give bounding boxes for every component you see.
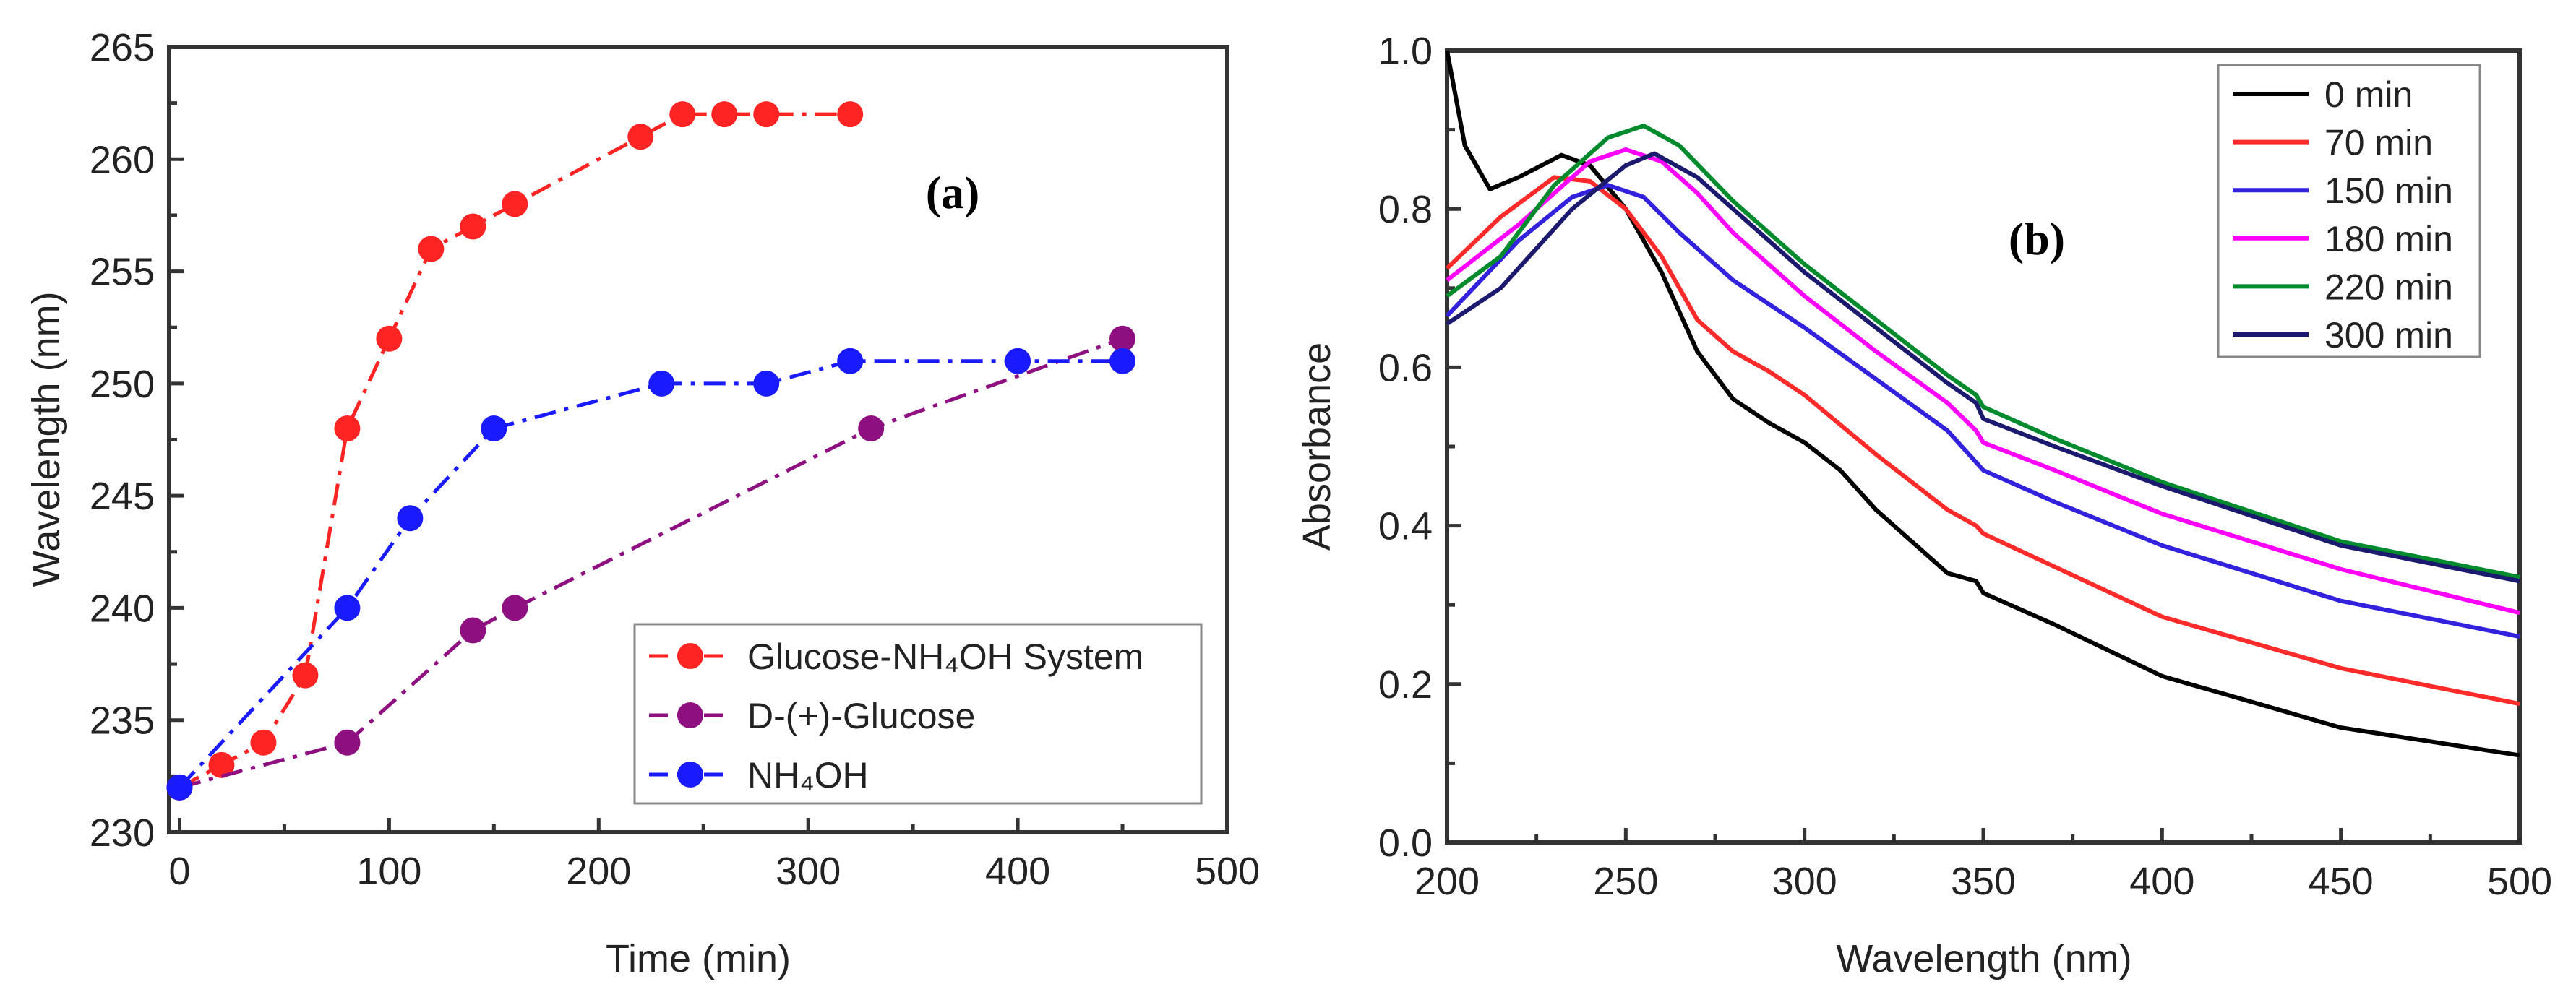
legend-label-2: NH₄OH xyxy=(747,755,869,795)
data-point xyxy=(460,213,486,240)
y-tick-label: 0.8 xyxy=(1378,188,1433,231)
y-tick-label: 0.0 xyxy=(1378,821,1433,865)
series-line-5 xyxy=(1446,151,2520,584)
data-point xyxy=(858,415,885,441)
x-tick-label: 400 xyxy=(985,850,1050,893)
legend-label-1: D-(+)-Glucose xyxy=(747,696,975,736)
panel-label-b: (b) xyxy=(2009,213,2065,264)
data-point xyxy=(1109,325,1136,352)
y-axis-title-b: Absorbance xyxy=(1295,342,1339,551)
data-point xyxy=(753,370,780,397)
series-line-4 xyxy=(1446,124,2520,579)
legend-label-1: 70 min xyxy=(2324,123,2433,163)
x-tick-label: 300 xyxy=(776,850,841,893)
data-point xyxy=(376,325,403,352)
legend-marker-0 xyxy=(677,643,703,669)
y-tick-label: 240 xyxy=(90,587,155,630)
y-tick-label: 230 xyxy=(90,811,155,855)
legend-label-5: 300 min xyxy=(2324,315,2453,355)
y-tick-label: 0.2 xyxy=(1378,663,1433,707)
x-tick-label: 200 xyxy=(1414,860,1480,903)
chart-b-absorbance-spectra: (b) Wavelength (nm) Absorbance 200 250 300… xyxy=(1295,30,2552,980)
legend-marker-1 xyxy=(677,702,703,728)
legend-label-4: 220 min xyxy=(2324,267,2453,307)
y-tick-label: 235 xyxy=(90,699,155,743)
data-point xyxy=(397,505,424,532)
x-axis-title-b: Wavelength (nm) xyxy=(1836,937,2131,980)
x-tick-label: 200 xyxy=(566,850,631,893)
legend-marker-2 xyxy=(677,762,703,788)
y-tick-label: 0.6 xyxy=(1378,346,1433,389)
x-tick-label: 350 xyxy=(1951,860,2016,903)
x-tick-label: 250 xyxy=(1593,860,1658,903)
legend-box xyxy=(633,623,1203,805)
data-point xyxy=(711,101,738,128)
data-point xyxy=(292,662,319,689)
x-tick-label: 450 xyxy=(2309,860,2374,903)
x-tick-label: 500 xyxy=(1195,850,1260,893)
data-point xyxy=(418,236,445,262)
legend-label-2: 150 min xyxy=(2324,171,2453,211)
panel-label-a: (a) xyxy=(926,167,980,218)
y-tick-label: 245 xyxy=(90,475,155,518)
y-tick-label: 265 xyxy=(90,26,155,69)
data-point xyxy=(669,101,696,128)
legend-label-0: 0 min xyxy=(2324,74,2413,115)
data-point xyxy=(334,729,361,756)
data-point xyxy=(627,124,654,150)
series-line-2 xyxy=(1445,183,2520,639)
data-point xyxy=(208,751,235,778)
data-point xyxy=(334,595,361,621)
series-line-3 xyxy=(1446,147,2520,616)
x-tick-label: 400 xyxy=(2129,860,2194,903)
y-axis-title-a: Wavelength (nm) xyxy=(25,291,68,587)
x-tick-label: 0 xyxy=(168,850,190,893)
series-line-1 xyxy=(1445,175,2520,707)
data-point xyxy=(837,101,864,128)
data-point xyxy=(1109,348,1136,374)
y-tick-label: 255 xyxy=(90,251,155,294)
y-tick-label: 1.0 xyxy=(1378,30,1433,73)
x-tick-label: 100 xyxy=(356,850,421,893)
y-tick-label: 0.4 xyxy=(1378,505,1433,548)
data-point xyxy=(648,370,675,397)
y-tick-label: 250 xyxy=(90,363,155,406)
legend-box xyxy=(2217,64,2481,358)
data-point xyxy=(502,595,528,621)
data-point xyxy=(753,101,780,128)
series-line-0 xyxy=(1445,50,2520,758)
x-tick-label: 500 xyxy=(2487,860,2552,903)
data-point xyxy=(1005,348,1031,374)
data-point xyxy=(334,415,361,441)
data-point xyxy=(250,729,277,756)
chart-a-wavelength-vs-time: (a) Time (min) Wavelength (nm) 0 100 200 30… xyxy=(25,26,1260,980)
legend-label-0: Glucose-NH₄OH System xyxy=(747,637,1143,677)
y-tick-label: 260 xyxy=(90,138,155,181)
x-axis-title-a: Time (min) xyxy=(606,937,791,980)
data-point xyxy=(837,348,864,374)
series-line-1 xyxy=(179,337,1123,790)
data-point xyxy=(502,191,528,217)
legend-label-3: 180 min xyxy=(2324,219,2453,259)
data-point xyxy=(481,415,507,441)
data-point xyxy=(460,617,486,644)
data-point xyxy=(166,774,193,801)
x-tick-label: 300 xyxy=(1772,860,1837,903)
